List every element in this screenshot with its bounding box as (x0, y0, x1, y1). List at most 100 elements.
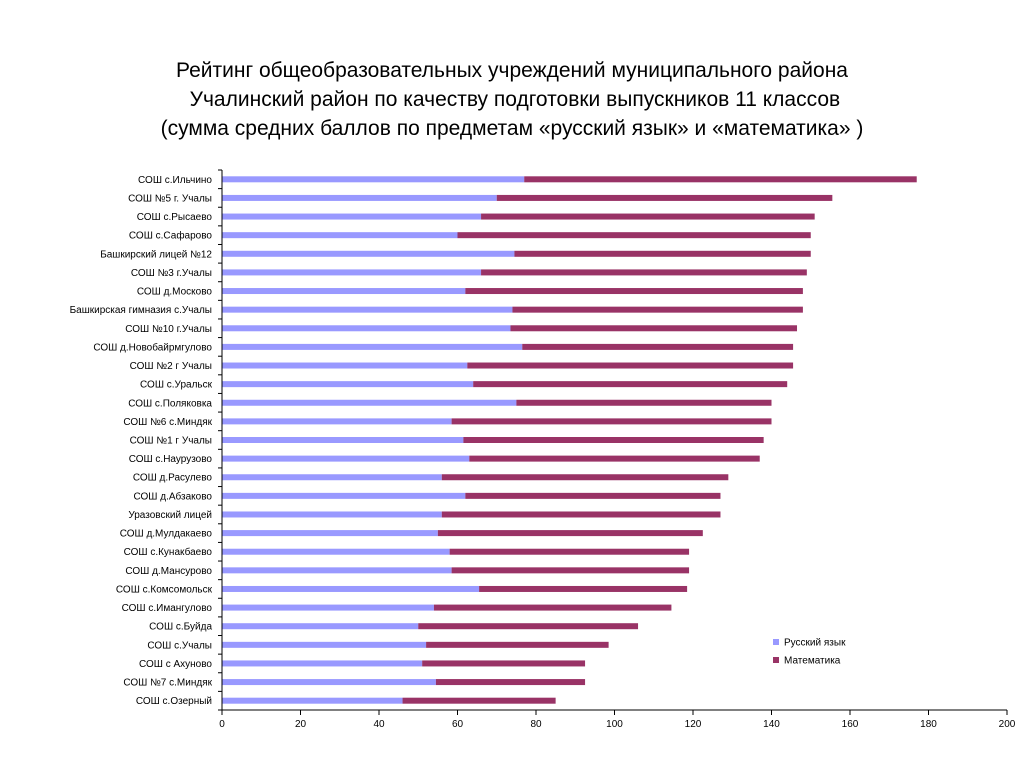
bar-math-3 (457, 232, 811, 239)
bar-math-9 (522, 343, 794, 350)
bar-math-0 (524, 176, 917, 183)
x-tick-label: 20 (295, 719, 307, 730)
bar-russian-21 (222, 567, 452, 574)
category-label: СОШ д.Абзаково (134, 490, 213, 502)
category-label: СОШ с.Буйда (149, 622, 212, 633)
category-label: СОШ №1 г Учалы (130, 436, 212, 447)
category-label: СОШ №6 с.Миндяк (123, 417, 212, 428)
legend-label-russian: Русский язык (784, 638, 846, 649)
bar-russian-1 (222, 194, 497, 201)
x-tick-label: 160 (842, 719, 859, 730)
bar-math-14 (463, 437, 764, 443)
bar-russian-22 (222, 585, 480, 592)
category-label: СОШ с.Кунакбаево (124, 546, 213, 558)
bar-russian-6 (222, 288, 466, 295)
category-label: СОШ с.Ильчино (138, 175, 212, 186)
bar-russian-26 (222, 660, 423, 667)
bar-russian-11 (222, 381, 474, 388)
bar-russian-5 (222, 269, 482, 276)
chart-title-line-2: Учалинский район по качеству подготовки … (183, 88, 841, 111)
bar-russian-8 (222, 325, 511, 332)
bar-math-5 (481, 269, 807, 276)
bar-russian-2 (222, 213, 482, 220)
bar-russian-24 (222, 623, 419, 630)
x-tick-label: 180 (920, 719, 937, 730)
x-tick-label: 140 (763, 719, 780, 730)
legend-swatch-math (773, 657, 779, 663)
x-tick-label: 100 (606, 719, 623, 730)
bar-russian-19 (222, 530, 438, 537)
axes-group (218, 169, 1008, 715)
bar-math-28 (402, 697, 556, 704)
category-label: СОШ с.Имангулово (122, 603, 213, 614)
bar-math-7 (512, 306, 803, 313)
bar-russian-17 (222, 492, 466, 499)
bar-math-22 (479, 585, 688, 592)
bar-russian-27 (222, 679, 436, 686)
x-tick-label: 120 (685, 719, 702, 730)
chart-title-line-1: Рейтинг общеобразовательных учреждений м… (176, 59, 848, 82)
bar-math-13 (451, 418, 772, 425)
x-tick-label: 200 (999, 719, 1016, 730)
bar-math-12 (516, 399, 772, 406)
x-tick-label: 80 (530, 719, 542, 730)
bar-russian-10 (222, 362, 468, 369)
legend-swatch-russian (773, 639, 779, 645)
category-label: СОШ №7 с.Миндяк (123, 678, 212, 689)
category-label: СОШ д.Мулдакаево (120, 529, 213, 540)
x-tick-labels: 0 20 40 60 80 100 120 140 160 180 200 (219, 719, 1016, 730)
category-label: СОШ с.Поляковка (128, 398, 212, 409)
x-tick-label: 40 (373, 719, 385, 730)
category-label: СОШ д.Москово (137, 287, 213, 298)
bar-math-18 (441, 511, 721, 518)
bar-math-25 (426, 641, 609, 648)
bar-math-1 (496, 194, 833, 201)
bar-math-26 (422, 660, 586, 667)
x-tick-label: 0 (219, 719, 225, 730)
bar-russian-7 (222, 306, 513, 313)
bar-math-20 (449, 548, 690, 555)
bar-russian-20 (222, 548, 450, 555)
bar-math-2 (481, 213, 815, 220)
bar-math-24 (418, 623, 639, 630)
category-label: СОШ с Ахуново (139, 659, 212, 670)
bars-group (222, 176, 917, 704)
bar-math-19 (437, 530, 703, 537)
legend-label-math: Математика (784, 656, 841, 667)
bar-math-21 (451, 567, 690, 574)
bar-math-4 (514, 250, 811, 257)
category-label: Башкирский лицей №12 (100, 249, 212, 260)
category-label: СОШ №5 г. Учалы (128, 193, 212, 204)
bar-russian-0 (222, 176, 525, 183)
category-label: СОШ с.Сафарово (129, 230, 213, 242)
category-label: Башкирская гимназия с.Учалы (70, 305, 212, 316)
bar-math-17 (465, 492, 721, 499)
category-label: СОШ с.Уральск (140, 380, 213, 391)
category-label: СОШ д.Расулево (133, 473, 213, 484)
category-label: СОШ с.Рысаево (137, 212, 213, 223)
chart-title: Рейтинг общеобразовательных учреждений м… (0, 56, 1024, 143)
category-label: СОШ №10 г.Учалы (125, 324, 212, 335)
bar-russian-25 (222, 641, 427, 648)
bar-russian-4 (222, 250, 515, 257)
bar-russian-12 (222, 399, 517, 406)
bar-russian-14 (222, 437, 464, 443)
category-label: СОШ с.Учалы (147, 640, 212, 651)
bar-russian-3 (222, 232, 458, 239)
category-label: СОШ с.Озерный (136, 696, 212, 707)
bar-russian-28 (222, 697, 403, 704)
bar-math-16 (441, 474, 729, 481)
category-label: СОШ д.Новобайрмгулово (93, 341, 212, 353)
bar-russian-18 (222, 511, 442, 518)
bar-math-11 (473, 381, 788, 388)
chart-title-line-3: (сумма средних баллов по предметам «русс… (160, 117, 864, 140)
bar-math-15 (469, 455, 760, 462)
bar-math-23 (433, 604, 672, 611)
bar-math-6 (465, 288, 803, 295)
x-tick-label: 60 (452, 719, 464, 730)
bar-russian-9 (222, 343, 523, 350)
category-label: СОШ №3 г.Учалы (131, 268, 212, 279)
category-labels: СОШ с.Ильчино СОШ №5 г. Учалы СОШ с.Рысаев… (70, 175, 213, 707)
category-label: СОШ с.Комсомольск (116, 584, 213, 595)
